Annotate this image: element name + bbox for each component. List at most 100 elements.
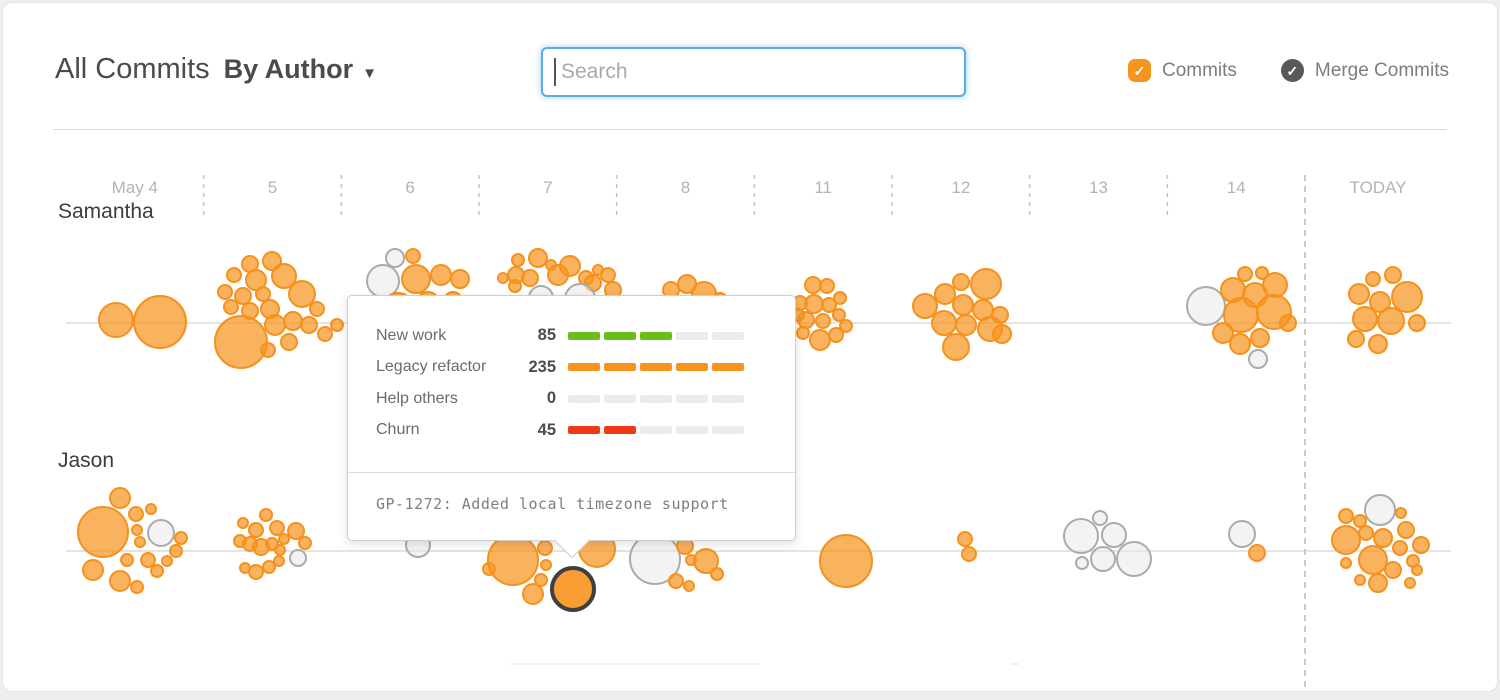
commit-bubble[interactable] — [214, 315, 268, 369]
commit-bubble[interactable] — [271, 263, 297, 289]
commit-bubble[interactable] — [839, 319, 853, 333]
commit-bubble[interactable] — [109, 487, 131, 509]
commit-bubble[interactable] — [537, 540, 553, 556]
commit-bubble[interactable] — [957, 531, 973, 547]
checkbox-commits[interactable]: ✓ — [1127, 59, 1151, 82]
commit-bubble[interactable] — [273, 555, 285, 567]
commit-bubble[interactable] — [1075, 556, 1089, 570]
commit-bubble[interactable] — [1369, 291, 1391, 313]
commit-bubble[interactable] — [1352, 306, 1378, 332]
commit-bubble[interactable] — [77, 506, 129, 558]
commit-bubble[interactable] — [1358, 545, 1388, 575]
commit-bubble[interactable] — [1392, 540, 1408, 556]
commit-bubble[interactable] — [430, 264, 452, 286]
commit-bubble[interactable] — [259, 508, 273, 522]
commit-bubble[interactable] — [405, 248, 421, 264]
commit-bubble[interactable] — [1358, 525, 1374, 541]
commit-bubble[interactable] — [934, 283, 956, 305]
commit-bubble[interactable] — [300, 316, 318, 334]
commit-bubble[interactable] — [147, 519, 175, 547]
commit-bubble[interactable] — [668, 573, 684, 589]
commit-bubble[interactable] — [1228, 520, 1256, 548]
commit-bubble[interactable] — [1347, 330, 1365, 348]
commit-bubble[interactable] — [534, 573, 548, 587]
commit-bubble[interactable] — [109, 570, 131, 592]
commit-bubble[interactable] — [1384, 266, 1402, 284]
commit-bubble[interactable] — [992, 324, 1012, 344]
commit-bubble[interactable] — [1391, 281, 1423, 313]
selected-commit-bubble[interactable] — [550, 566, 596, 612]
commit-bubble[interactable] — [1229, 333, 1251, 355]
commit-bubble[interactable] — [317, 326, 333, 342]
commit-bubble[interactable] — [1101, 522, 1127, 548]
commit-bubble[interactable] — [804, 294, 824, 314]
commit-bubble[interactable] — [952, 294, 974, 316]
commit-bubble[interactable] — [401, 264, 431, 294]
commit-bubble[interactable] — [540, 559, 552, 571]
commit-bubble[interactable] — [1364, 494, 1396, 526]
commit-bubble[interactable] — [330, 318, 344, 332]
commit-bubble[interactable] — [1353, 514, 1367, 528]
commit-bubble[interactable] — [140, 552, 156, 568]
checkbox-merge-commits[interactable]: ✓ — [1280, 59, 1304, 82]
commit-bubble[interactable] — [1340, 557, 1352, 569]
commit-bubble[interactable] — [1255, 266, 1269, 280]
commit-bubble[interactable] — [522, 583, 544, 605]
commit-bubble[interactable] — [832, 308, 846, 322]
search-input[interactable] — [541, 47, 966, 97]
commit-bubble[interactable] — [819, 534, 873, 588]
commit-bubble[interactable] — [223, 299, 239, 315]
commit-bubble[interactable] — [1331, 525, 1361, 555]
commit-bubble[interactable] — [1248, 544, 1266, 562]
commit-bubble[interactable] — [1279, 314, 1297, 332]
commit-bubble[interactable] — [710, 567, 724, 581]
commit-bubble[interactable] — [1368, 573, 1388, 593]
commit-bubble[interactable] — [528, 248, 548, 268]
commit-bubble[interactable] — [815, 313, 831, 329]
commit-bubble[interactable] — [970, 268, 1002, 300]
commit-bubble[interactable] — [283, 311, 303, 331]
commit-bubble[interactable] — [942, 333, 970, 361]
commit-bubble[interactable] — [559, 255, 581, 277]
commit-bubble[interactable] — [269, 520, 285, 536]
commit-bubble[interactable] — [289, 549, 307, 567]
commit-bubble[interactable] — [1063, 518, 1099, 554]
commit-bubble[interactable] — [796, 326, 810, 340]
commit-bubble[interactable] — [819, 278, 835, 294]
commit-bubble[interactable] — [133, 295, 187, 349]
commit-bubble[interactable] — [809, 329, 831, 351]
commit-bubble[interactable] — [385, 248, 405, 268]
filter-commits[interactable]: ✓ Commits — [1127, 59, 1237, 82]
commit-bubble[interactable] — [1248, 349, 1268, 369]
commit-bubble[interactable] — [274, 544, 286, 556]
commit-bubble[interactable] — [1373, 528, 1393, 548]
group-by-dropdown[interactable]: By Author ▼ — [224, 54, 377, 85]
commit-bubble[interactable] — [278, 533, 290, 545]
commit-bubble[interactable] — [131, 524, 143, 536]
commit-bubble[interactable] — [226, 267, 242, 283]
commit-bubble[interactable] — [511, 253, 525, 267]
commit-bubble[interactable] — [821, 297, 837, 313]
commit-bubble[interactable] — [248, 522, 264, 538]
commit-bubble[interactable] — [120, 553, 134, 567]
commit-bubble[interactable] — [145, 503, 157, 515]
commit-bubble[interactable] — [683, 580, 695, 592]
commit-bubble[interactable] — [1411, 564, 1423, 576]
commit-bubble[interactable] — [174, 531, 188, 545]
commit-bubble[interactable] — [1412, 536, 1430, 554]
commit-bubble[interactable] — [804, 276, 822, 294]
commit-bubble[interactable] — [1116, 541, 1152, 577]
commit-bubble[interactable] — [1397, 521, 1415, 539]
commit-bubble[interactable] — [1250, 328, 1270, 348]
filter-merge-commits[interactable]: ✓ Merge Commits — [1280, 59, 1449, 82]
commit-bubble[interactable] — [298, 536, 312, 550]
commit-bubble[interactable] — [264, 314, 286, 336]
commit-bubble[interactable] — [128, 506, 144, 522]
commit-bubble[interactable] — [287, 522, 305, 540]
commit-bubble[interactable] — [255, 286, 271, 302]
commit-bubble[interactable] — [1384, 561, 1402, 579]
commit-bubble[interactable] — [130, 580, 144, 594]
commit-bubble[interactable] — [134, 536, 146, 548]
commit-bubble[interactable] — [693, 548, 719, 574]
commit-bubble[interactable] — [217, 284, 233, 300]
